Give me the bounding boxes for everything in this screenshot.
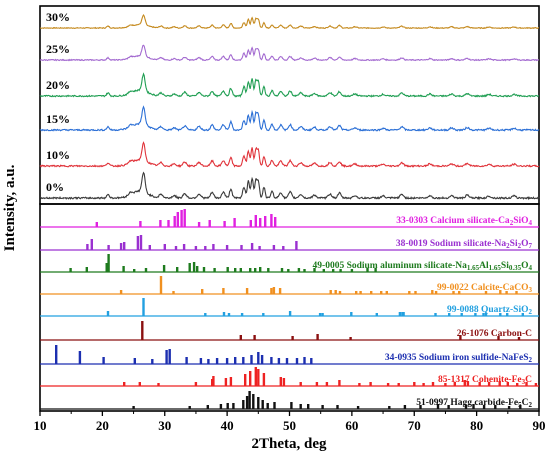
- series-label-0: 30%: [46, 10, 70, 24]
- y-axis-title: Intensity, a.u.: [2, 164, 18, 251]
- series-label-1: 25%: [46, 42, 70, 56]
- ref-label-3: 99-0022 Calcite-CaCO3: [437, 283, 533, 294]
- series-label-2: 20%: [46, 78, 70, 92]
- x-tick-label-40: 40: [221, 418, 234, 433]
- ref-label-6: 34-0935 Sodium iron sulfide-NaFeS2: [385, 353, 533, 364]
- series-label-4: 10%: [46, 148, 70, 162]
- ref-label-0: 33-0303 Calcium silicate-Ca2SiO4: [396, 216, 532, 227]
- x-tick-label-90: 90: [533, 418, 546, 433]
- reference-patterns-layer: 33-0303 Calcium silicate-Ca2SiO4 38-0019 …: [40, 209, 539, 410]
- upper-panel-frame: [39, 5, 540, 205]
- series-line-0: [40, 13, 539, 30]
- x-tick-label-60: 60: [345, 418, 358, 433]
- ref-label-5: 26-1076 Carbon-C: [457, 329, 532, 339]
- ref-label-7: 85-1317 Cohenite-Fe3C: [438, 375, 532, 386]
- x-axis: 10 20 30 40 50 60 70 80 90: [34, 411, 546, 433]
- ref-label-2: 49-0005 Sodium aluminum silicate-Na1.65A…: [313, 261, 533, 272]
- series-line-2: [39, 72, 540, 98]
- x-tick-label-10: 10: [34, 418, 47, 433]
- series-line-1: [39, 44, 539, 62]
- x-tick-label-70: 70: [408, 418, 421, 433]
- ref-label-8: 51-0997 Hagg carbide-Fe5C2: [416, 398, 532, 409]
- x-tick-label-30: 30: [158, 418, 171, 433]
- x-tick-label-50: 50: [283, 418, 296, 433]
- series-line-5: [40, 171, 540, 201]
- x-tick-label-80: 80: [470, 418, 483, 433]
- series-layer: 30% 25% 20% 15% 10% 0%: [39, 10, 540, 201]
- ref-label-4: 99-0088 Quartz-SiO2: [447, 305, 533, 316]
- series-label-3: 15%: [46, 112, 70, 126]
- x-axis-title: 2Theta, deg: [252, 436, 328, 452]
- ref-label-1: 38-0019 Sodium silicate-Na2Si2O7: [396, 239, 533, 250]
- x-tick-label-20: 20: [96, 418, 109, 433]
- series-line-3: [39, 105, 540, 132]
- series-label-5: 0%: [46, 180, 64, 194]
- series-line-4: [39, 141, 540, 168]
